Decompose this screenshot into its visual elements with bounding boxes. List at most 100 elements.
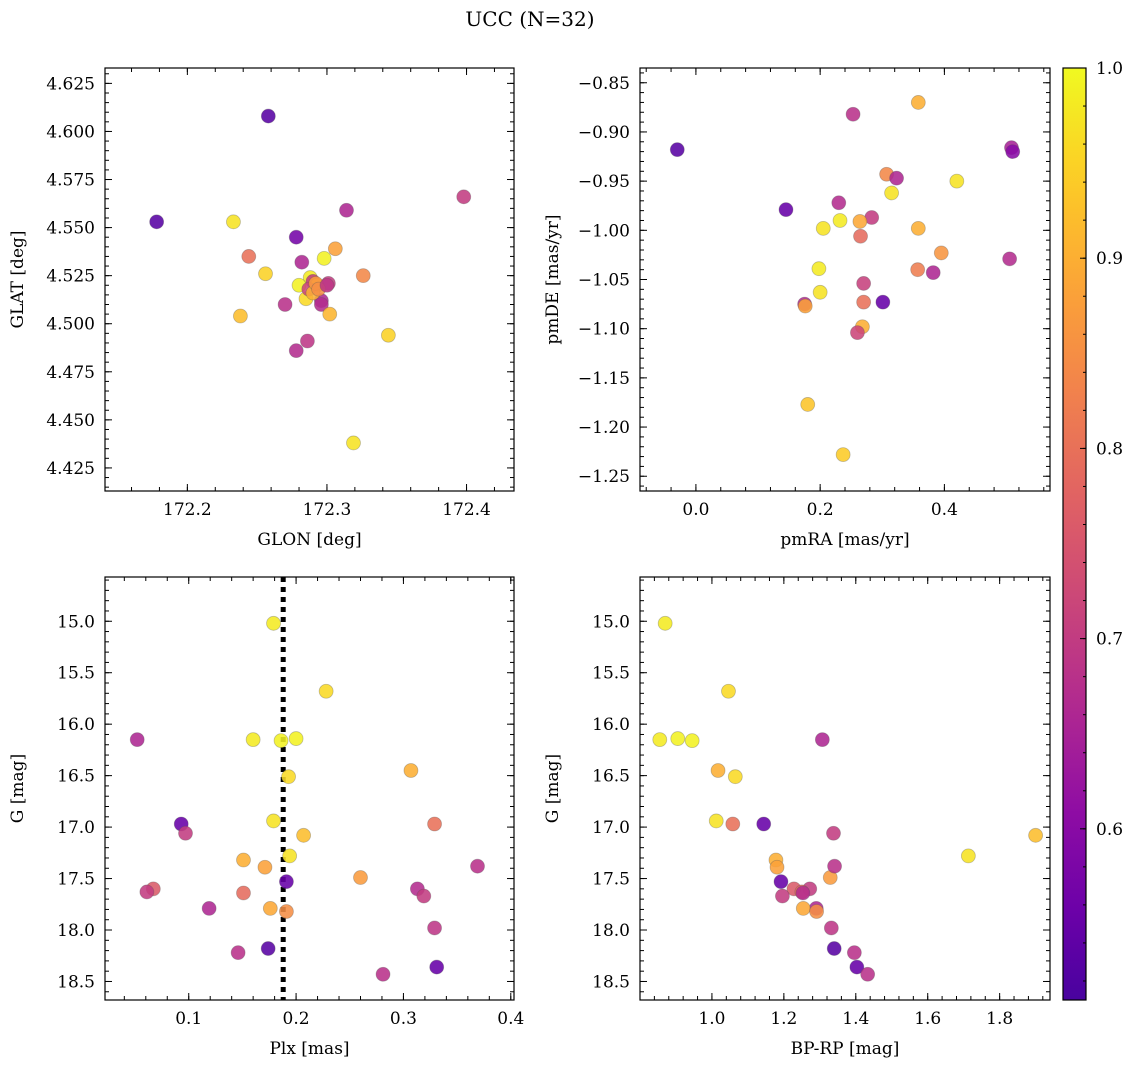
subplots: 172.2 172.3 172.4 4.425 4.450 4.475 4.500 4.525…: [8, 67, 1051, 1059]
data-point: [456, 189, 472, 205]
colorbar-tick-label: 0.6: [1096, 820, 1123, 840]
data-point: [823, 920, 839, 936]
data-point: [856, 294, 872, 310]
data-point: [257, 859, 273, 875]
x-tick-label: 1.2: [770, 1009, 797, 1029]
data-point: [795, 885, 811, 901]
data-point: [241, 249, 257, 264]
data-point: [960, 848, 976, 864]
data-point: [815, 220, 831, 236]
x-axis-label: GLON [deg]: [257, 530, 361, 550]
data-point: [875, 294, 891, 310]
y-tick-label: 4.425: [46, 459, 95, 479]
data-point: [226, 214, 241, 230]
y-tick-label: 15.0: [592, 612, 630, 632]
data-point: [925, 265, 941, 281]
axes-frame: [104, 576, 515, 1001]
data-point: [139, 884, 155, 900]
colorbar-tick-label: 0.9: [1096, 249, 1123, 269]
data-point: [149, 214, 165, 230]
x-tick-label: 0.2: [807, 500, 834, 520]
data-point: [721, 683, 736, 699]
data-point: [375, 966, 391, 982]
axes-frame: [639, 67, 1051, 492]
data-point: [288, 343, 304, 359]
y-tick-label: 15.5: [592, 664, 630, 684]
data-point: [470, 858, 485, 874]
data-point: [832, 213, 848, 228]
y-tick-label: 16.0: [57, 715, 95, 735]
data-point: [380, 327, 396, 343]
x-tick-label: 1.4: [842, 1009, 869, 1029]
data-point: [260, 941, 276, 956]
data-point: [346, 435, 361, 451]
data-point: [427, 920, 442, 936]
y-tick-label: 15.5: [57, 664, 95, 684]
data-point: [245, 732, 261, 748]
y-tick-label: 15.0: [57, 612, 95, 632]
data-point: [846, 945, 862, 961]
data-point: [300, 333, 315, 349]
data-point: [812, 284, 828, 300]
axes-frame: [639, 576, 1051, 1001]
data-point: [236, 852, 251, 868]
data-point: [811, 261, 827, 277]
data-point: [1005, 144, 1021, 160]
axes-frame: [104, 67, 515, 492]
data-point: [355, 268, 371, 284]
data-point: [910, 262, 926, 278]
colorbar-gradient: [1062, 67, 1087, 1001]
data-point: [835, 447, 851, 463]
data-point: [814, 732, 830, 748]
y-tick-label: 4.475: [46, 363, 95, 383]
y-tick-label: 4.525: [46, 267, 95, 287]
figure-title: UCC (N=32): [465, 7, 594, 31]
y-tick-label: 17.0: [57, 818, 95, 838]
scatter-points: [669, 95, 1021, 463]
data-point: [258, 266, 273, 282]
data-point: [322, 306, 338, 322]
panel-glon-glat: 172.2 172.3 172.4 4.425 4.450 4.475 4.500 4.525…: [8, 67, 515, 550]
y-tick-label: 4.625: [46, 74, 95, 94]
data-point: [416, 888, 432, 904]
data-point: [316, 250, 332, 266]
data-point: [860, 966, 876, 982]
scatter-points: [129, 577, 485, 1000]
data-point: [725, 816, 741, 832]
y-tick-label: −1.20: [578, 418, 630, 438]
data-point: [684, 733, 700, 749]
y-tick-label: 4.500: [46, 315, 95, 335]
y-tick-label: 17.5: [592, 870, 630, 890]
data-point: [809, 904, 824, 919]
data-point: [266, 813, 281, 829]
data-point: [708, 813, 724, 829]
data-point: [949, 173, 965, 189]
data-point: [826, 941, 842, 956]
y-tick-label: −1.05: [578, 271, 630, 291]
y-tick-label: 16.5: [592, 767, 630, 787]
y-tick-label: 4.450: [46, 411, 95, 431]
data-point: [657, 615, 673, 631]
y-tick-label: −1.15: [578, 369, 630, 389]
data-point: [201, 901, 217, 916]
data-point: [853, 228, 868, 244]
y-tick-label: −1.00: [578, 221, 630, 241]
data-point: [277, 297, 293, 312]
y-tick-label: 16.5: [57, 767, 95, 787]
data-point: [831, 195, 847, 211]
x-tick-label: 0.4: [497, 1009, 524, 1029]
y-axis-label: G [mag]: [8, 754, 28, 823]
y-tick-label: 16.0: [592, 715, 630, 735]
data-point: [669, 142, 685, 158]
data-point: [845, 106, 861, 122]
data-point: [288, 731, 304, 746]
data-point: [318, 683, 334, 699]
data-point: [279, 874, 294, 890]
x-tick-label: 0.4: [931, 500, 958, 520]
data-point: [826, 825, 841, 841]
data-point: [282, 848, 298, 864]
x-tick-label: 1.8: [986, 1009, 1013, 1029]
data-point: [296, 827, 311, 843]
data-point: [281, 769, 296, 785]
